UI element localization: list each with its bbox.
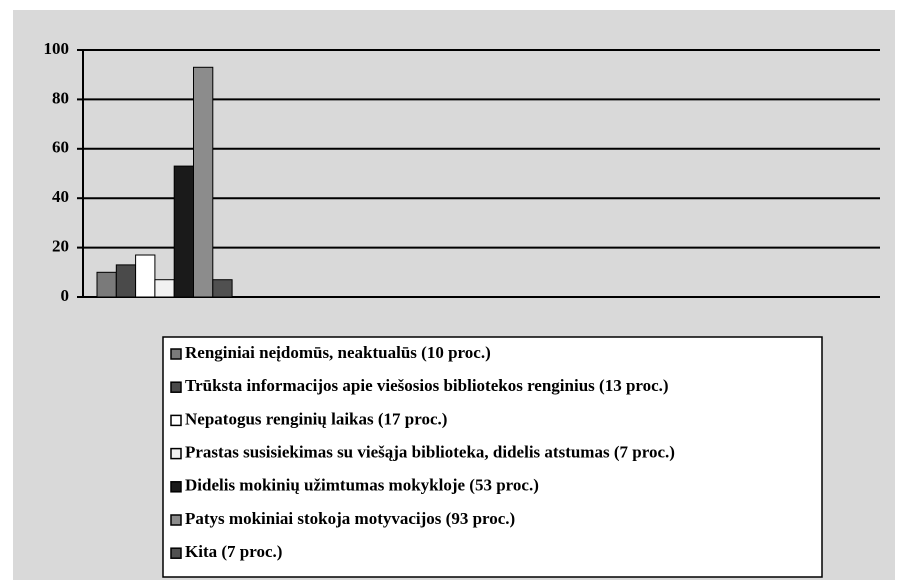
legend-label: Renginiai neįdomūs, neaktualūs (10 proc.… (185, 343, 491, 362)
legend-box (162, 336, 823, 578)
y-tick-label: 20 (52, 237, 69, 256)
bar (115, 264, 137, 298)
y-tick-label: 40 (52, 187, 69, 206)
bar (193, 66, 214, 298)
bar (212, 279, 233, 298)
bar (154, 279, 175, 298)
legend-label: Trūksta informacijos apie viešosios bibl… (185, 376, 669, 395)
legend-swatch (170, 348, 182, 360)
legend-label: Kita (7 proc.) (185, 542, 282, 561)
legend-swatch (170, 481, 182, 493)
legend-swatch (170, 514, 182, 526)
y-tick-label: 60 (52, 138, 69, 157)
y-tick-label: 0 (61, 286, 70, 305)
legend-label: Didelis mokinių užimtumas mokykloje (53 … (185, 476, 539, 495)
legend-label: Prastas susisiekimas su viešąja bibliote… (185, 443, 675, 462)
y-tick-label: 80 (52, 88, 69, 107)
legend-label: Nepatogus renginių laikas (17 proc.) (185, 409, 447, 428)
bar (173, 165, 194, 298)
y-tick-label: 100 (44, 39, 70, 58)
legend-label: Patys mokiniai stokoja motyvacijos (93 p… (185, 509, 515, 528)
legend-swatch (170, 414, 182, 427)
bar (135, 254, 156, 298)
legend-swatch (170, 381, 182, 393)
bar (96, 271, 117, 298)
legend-swatch (170, 547, 182, 559)
legend-swatch (170, 447, 182, 460)
